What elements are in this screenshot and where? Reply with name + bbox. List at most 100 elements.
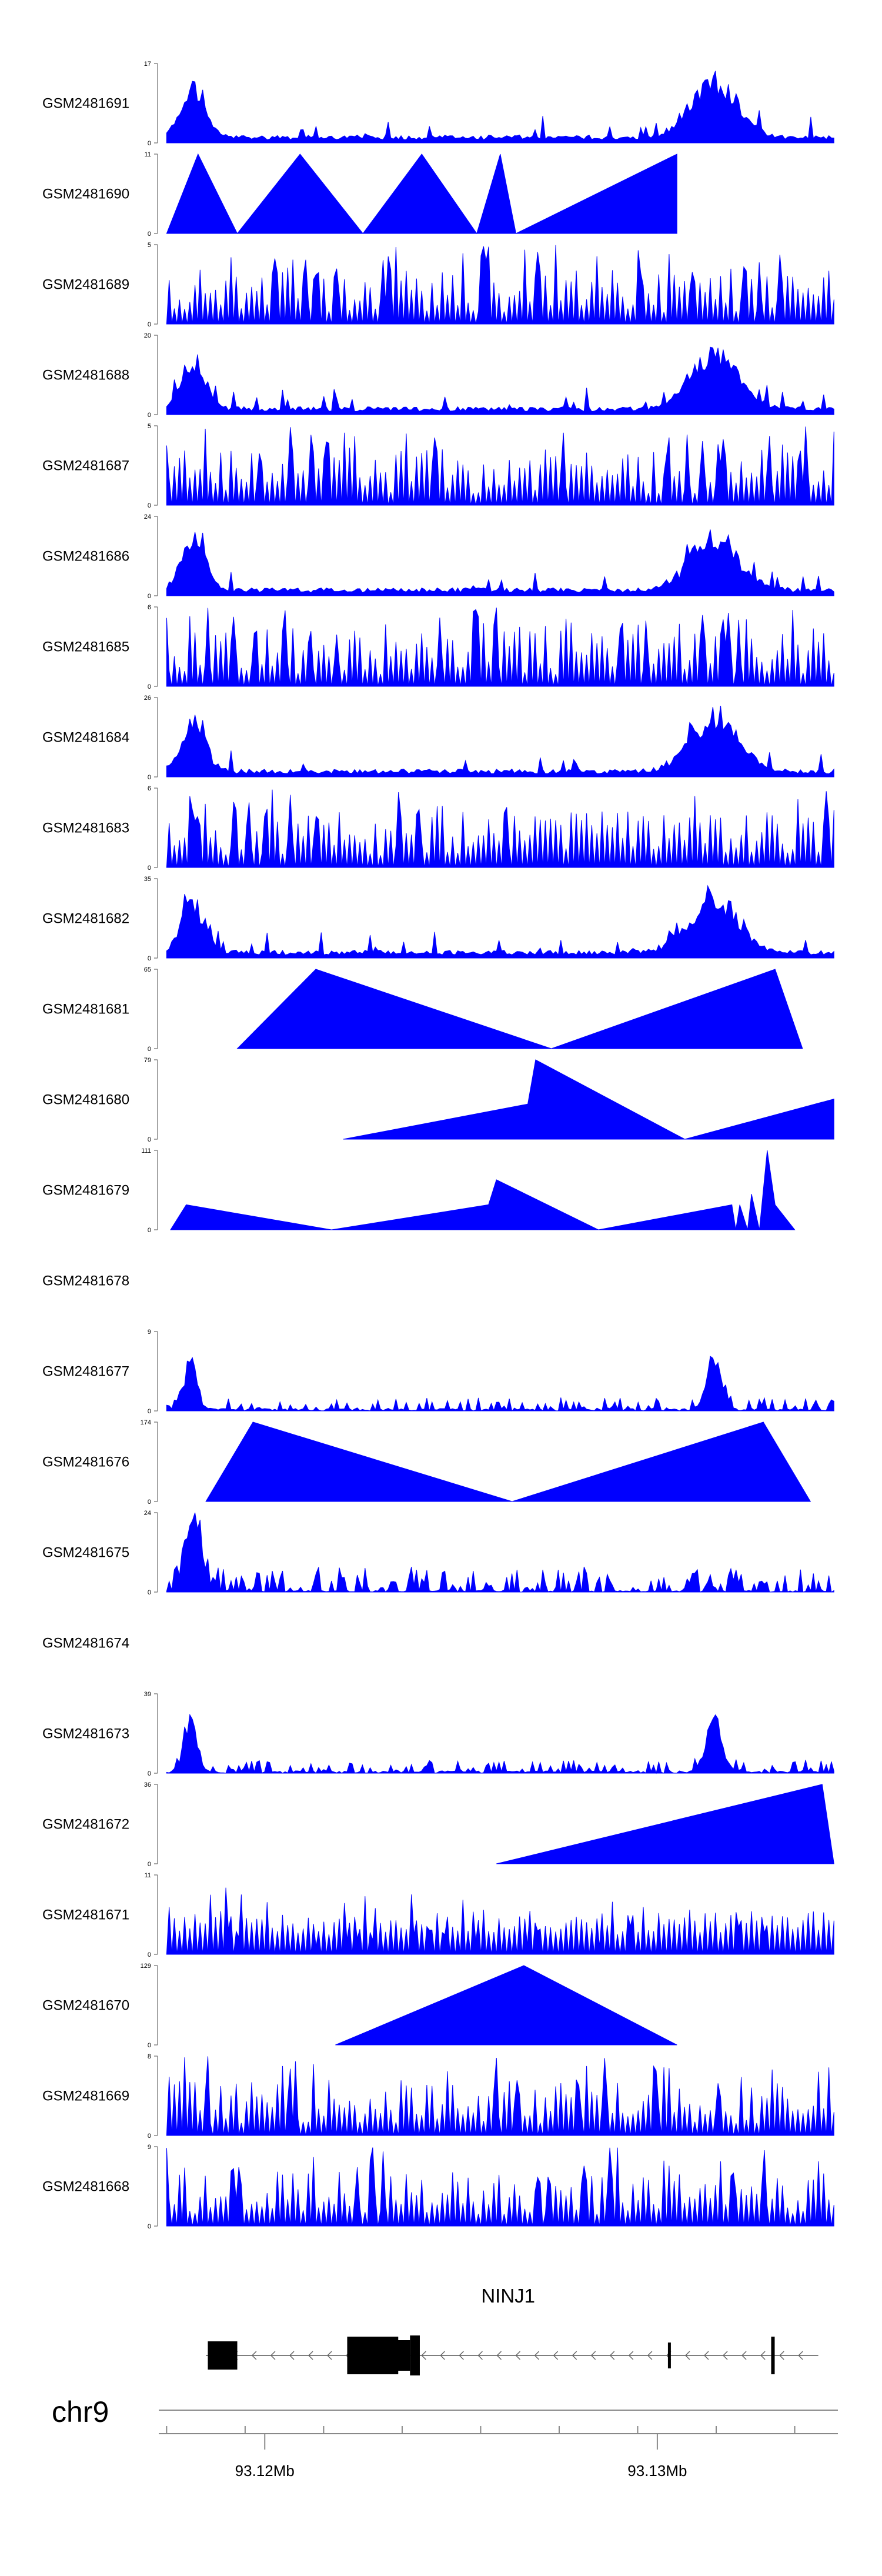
- signal-area: [166, 346, 834, 415]
- strand-arrow: [722, 2351, 728, 2360]
- y-zero-label: 0: [148, 865, 151, 872]
- track-label: GSM2481670: [42, 1998, 129, 2014]
- track-GSM2481674: GSM2481674: [42, 1636, 129, 1651]
- strand-arrow: [440, 2351, 445, 2360]
- strand-arrow: [628, 2351, 634, 2360]
- y-zero-label: 0: [148, 140, 151, 147]
- track-GSM2481679: GSM2481679 111 0: [42, 1147, 796, 1234]
- track-label: GSM2481683: [42, 820, 129, 836]
- track-label: GSM2481680: [42, 1092, 129, 1108]
- signal-area: [166, 1887, 834, 1955]
- track-label: GSM2481686: [42, 549, 129, 565]
- strand-arrow: [647, 2351, 653, 2360]
- strand-arrow: [779, 2351, 784, 2360]
- track-GSM2481677: GSM2481677 9 0: [42, 1329, 834, 1415]
- signal-area: [170, 1150, 796, 1230]
- track-GSM2481670: GSM2481670 129 0: [42, 1963, 677, 2049]
- genome-axis: 93.12Mb 93.13Mb chr9: [52, 2395, 838, 2480]
- signal-area: [335, 1965, 677, 2046]
- signal-area: [166, 706, 834, 778]
- track-GSM2481683: GSM2481683 6 0: [42, 785, 834, 872]
- y-zero-label: 0: [148, 1136, 151, 1143]
- y-max-label: 17: [144, 61, 151, 68]
- track-label: GSM2481677: [42, 1364, 129, 1380]
- y-zero-label: 0: [148, 2133, 151, 2140]
- y-max-label: 24: [144, 1510, 151, 1517]
- y-zero-label: 0: [148, 1408, 151, 1415]
- track-label: GSM2481687: [42, 458, 129, 474]
- track-label: GSM2481682: [42, 911, 129, 927]
- signal-area: [166, 2147, 834, 2227]
- signal-area: [496, 1784, 834, 1864]
- y-zero-label: 0: [148, 1951, 151, 1958]
- tracks: GSM2481691170GSM2481690110GSM248168950GS…: [42, 61, 834, 2230]
- y-max-label: 9: [148, 1329, 151, 1336]
- gene-exon: [208, 2341, 238, 2370]
- strand-arrow: [534, 2351, 540, 2360]
- y-zero-label: 0: [148, 412, 151, 419]
- y-max-label: 35: [144, 876, 151, 883]
- strand-arrow: [572, 2351, 577, 2360]
- y-zero-label: 0: [148, 1499, 151, 1506]
- gene-name-label: NINJ1: [481, 2285, 535, 2307]
- track-GSM2481668: GSM2481668 9 0: [42, 2144, 834, 2230]
- signal-area: [166, 2056, 834, 2136]
- y-zero-label: 0: [148, 2042, 151, 2049]
- y-zero-label: 0: [148, 321, 151, 328]
- track-label: GSM2481684: [42, 730, 129, 746]
- y-max-label: 129: [141, 1963, 151, 1970]
- gene-exon: [396, 2340, 410, 2371]
- y-max-label: 8: [148, 2053, 151, 2060]
- track-label: GSM2481676: [42, 1454, 129, 1470]
- track-label: GSM2481673: [42, 1726, 129, 1742]
- signal-area: [166, 1512, 834, 1593]
- signal-area: [166, 885, 834, 959]
- track-GSM2481672: GSM2481672 36 0: [42, 1781, 834, 1868]
- track-label: GSM2481668: [42, 2179, 129, 2195]
- track-label: GSM2481669: [42, 2088, 129, 2104]
- strand-arrow: [553, 2351, 559, 2360]
- track-GSM2481669: GSM2481669 8 0: [42, 2053, 834, 2140]
- track-GSM2481678: GSM2481678: [42, 1273, 129, 1289]
- track-label: GSM2481671: [42, 1907, 129, 1923]
- strand-arrow: [459, 2351, 464, 2360]
- track-label: GSM2481689: [42, 277, 129, 293]
- track-GSM2481680: GSM2481680 79 0: [42, 1057, 834, 1143]
- y-max-label: 111: [141, 1147, 151, 1154]
- track-label: GSM2481675: [42, 1545, 129, 1561]
- y-max-label: 24: [144, 513, 151, 520]
- y-zero-label: 0: [148, 231, 151, 238]
- strand-arrow: [289, 2351, 295, 2360]
- axis-tick-label: 93.12Mb: [235, 2462, 295, 2480]
- y-max-label: 6: [148, 785, 151, 792]
- strand-arrow: [798, 2351, 803, 2360]
- strand-arrow: [496, 2351, 502, 2360]
- y-max-label: 5: [148, 423, 151, 430]
- track-GSM2481689: GSM2481689 5 0: [42, 242, 834, 328]
- track-GSM2481671: GSM2481671 11 0: [42, 1872, 834, 1958]
- gene-exon: [410, 2335, 420, 2375]
- gene-model: NINJ1: [206, 2285, 818, 2375]
- signal-area: [236, 969, 803, 1049]
- signal-area: [166, 789, 834, 868]
- gene-exon: [347, 2337, 399, 2374]
- y-zero-label: 0: [148, 1046, 151, 1053]
- y-max-label: 36: [144, 1781, 151, 1788]
- y-max-label: 174: [141, 1419, 151, 1426]
- y-max-label: 6: [148, 604, 151, 611]
- strand-arrow: [477, 2351, 483, 2360]
- track-GSM2481686: GSM2481686 24 0: [42, 513, 834, 600]
- y-max-label: 26: [144, 695, 151, 702]
- gene-exon: [771, 2337, 775, 2374]
- y-zero-label: 0: [148, 1589, 151, 1596]
- y-zero-label: 0: [148, 1770, 151, 1777]
- strand-arrow: [327, 2351, 332, 2360]
- track-label: GSM2481688: [42, 368, 129, 383]
- gene-exon: [667, 2343, 671, 2368]
- strand-arrow: [760, 2351, 766, 2360]
- strand-arrow: [703, 2351, 709, 2360]
- signal-area: [205, 1422, 811, 1502]
- y-zero-label: 0: [148, 1861, 151, 1868]
- strand-arrow: [308, 2351, 313, 2360]
